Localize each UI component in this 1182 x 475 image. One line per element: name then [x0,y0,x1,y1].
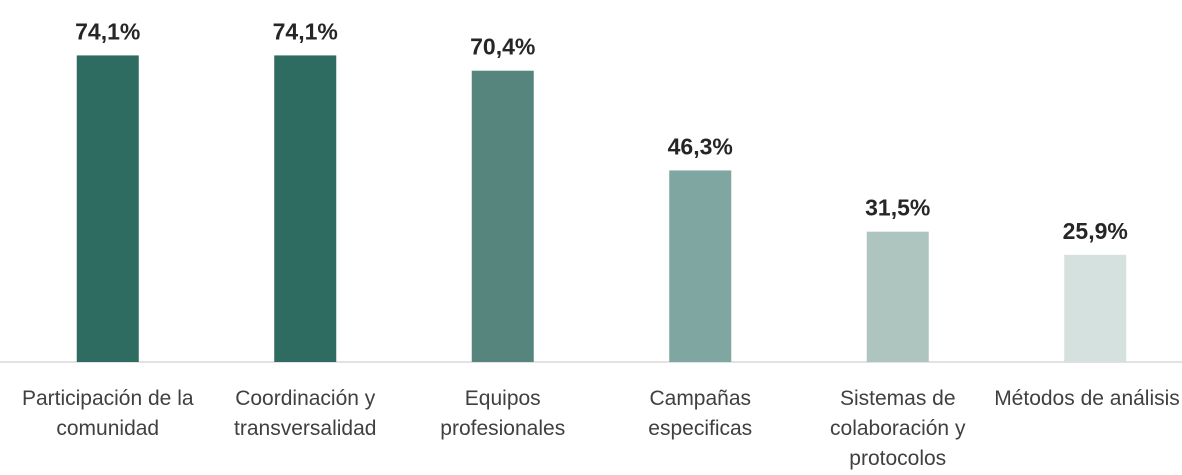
value-label: 25,9% [1063,218,1128,244]
value-label: 74,1% [75,18,140,44]
value-label: 31,5% [865,195,930,221]
x-tick-label: Sistemas de colaboración y protocolos [830,387,966,470]
bar [866,231,929,362]
bar [471,70,534,362]
bar [274,55,337,362]
x-tick-label: Campañas especificas [648,387,753,440]
value-label: 70,4% [470,34,535,60]
bar [1064,254,1127,362]
x-tick-label: Participación de la comunidad [21,387,194,440]
bar [669,170,732,362]
x-tick-label: Coordinación y transversalidad [234,387,377,440]
value-label: 74,1% [273,18,338,44]
value-label: 46,3% [668,133,733,159]
x-tick-label: Métodos de análisis [994,387,1180,410]
x-tick-label: Equipos profesionales [440,387,566,440]
bar [76,55,139,362]
